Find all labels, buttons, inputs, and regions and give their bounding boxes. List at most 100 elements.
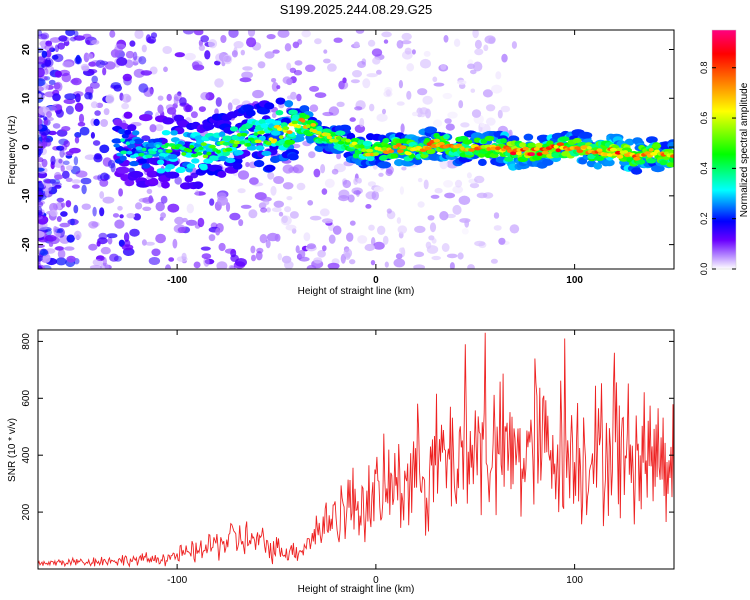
noise-blob: [150, 124, 157, 132]
noise-blob: [246, 37, 256, 47]
noise-blob: [444, 35, 449, 43]
noise-blob: [346, 233, 353, 242]
ridge-cell: [617, 155, 624, 159]
ridge-cell: [327, 136, 332, 140]
noise-blob: [267, 34, 276, 39]
noise-blob: [40, 249, 48, 255]
ridge-cell: [276, 98, 286, 105]
noise-blob: [168, 257, 174, 262]
noise-blob: [58, 35, 67, 41]
noise-blob: [81, 185, 86, 195]
noise-blob: [55, 45, 59, 53]
noise-blob: [412, 49, 416, 54]
noise-blob: [298, 250, 305, 259]
noise-blob: [248, 27, 255, 37]
ridge-cell: [225, 158, 235, 163]
ridge-cell: [523, 147, 529, 151]
noise-blob: [510, 224, 520, 233]
ridge-cell: [116, 167, 130, 174]
x-tick-label: 100: [566, 575, 583, 586]
ridge-cell: [530, 152, 535, 156]
noise-blob: [103, 257, 107, 266]
noise-blob: [474, 241, 485, 247]
noise-blob: [124, 232, 129, 242]
noise-blob: [314, 169, 321, 178]
noise-blob: [252, 90, 264, 98]
noise-blob: [282, 256, 292, 264]
noise-blob: [384, 87, 392, 94]
ridge-cell: [542, 151, 549, 155]
y-tick-label: 20: [21, 44, 32, 56]
noise-blob: [295, 60, 303, 65]
ridge-cell: [660, 160, 668, 165]
noise-blob: [394, 258, 406, 267]
noise-blob: [260, 234, 268, 243]
noise-blob: [178, 227, 187, 233]
noise-blob: [74, 31, 79, 37]
noise-blob: [467, 264, 475, 271]
ridge-cell: [363, 141, 373, 146]
noise-blob: [75, 103, 84, 112]
noise-blob: [122, 94, 131, 103]
noise-blob: [431, 195, 440, 199]
noise-blob: [286, 196, 292, 200]
ridge-cell: [259, 130, 265, 134]
ridge-cell: [246, 143, 251, 147]
noise-blob: [61, 202, 65, 207]
noise-blob: [52, 104, 63, 111]
ridge-cell: [113, 144, 120, 148]
noise-blob: [91, 132, 95, 139]
ridge-cell: [230, 126, 238, 131]
ridge-cell: [256, 145, 265, 150]
ridge-cell: [120, 151, 127, 155]
noise-blob: [365, 204, 371, 209]
ridge-cell: [288, 153, 299, 160]
noise-blob: [36, 141, 43, 150]
noise-blob: [349, 259, 355, 264]
noise-blob: [187, 204, 194, 214]
noise-blob: [64, 246, 74, 250]
ridge-cell: [485, 136, 495, 141]
noise-blob: [320, 164, 325, 173]
noise-blob: [115, 44, 126, 50]
noise-blob: [443, 180, 453, 188]
noise-blob: [215, 228, 220, 236]
ridge-cell: [373, 152, 379, 156]
noise-blob: [217, 196, 228, 206]
noise-blob: [158, 96, 164, 101]
noise-blob: [232, 99, 240, 106]
ridge-cell: [216, 150, 221, 154]
noise-blob: [91, 40, 99, 45]
noise-blob: [309, 86, 319, 92]
spectrogram-y-axis-label: Frequency (Hz): [7, 116, 18, 185]
noise-blob: [175, 52, 185, 57]
noise-blob: [322, 112, 333, 116]
noise-blob: [297, 39, 302, 45]
noise-blob: [351, 79, 360, 83]
ridge-cell: [301, 119, 306, 123]
colorbar: 0.00.20.40.60.8 Normalized spectral ampl…: [699, 30, 750, 275]
colorbar-tick-label: 0.0: [699, 263, 709, 276]
y-tick-label: -20: [21, 237, 32, 252]
noise-blob: [470, 183, 479, 188]
noise-blob: [58, 159, 62, 164]
noise-blob: [216, 97, 222, 107]
ridge-cell: [198, 146, 203, 150]
ridge-cell: [165, 149, 172, 153]
noise-blob: [458, 100, 463, 108]
colorbar-label: Normalized spectral amplitude: [739, 82, 750, 217]
noise-blob: [374, 186, 384, 192]
ridge-cell: [310, 123, 316, 127]
ridge-cell: [286, 130, 292, 134]
noise-blob: [366, 73, 377, 77]
ridge-cell: [112, 138, 122, 143]
noise-blob: [55, 71, 62, 78]
noise-blob: [52, 182, 62, 187]
noise-blob: [99, 233, 108, 240]
ridge-cell: [223, 142, 230, 146]
noise-blob: [167, 107, 176, 115]
noise-blob: [377, 114, 388, 122]
x-tick-label: -100: [167, 275, 187, 286]
noise-blob: [209, 198, 214, 205]
noise-blob: [167, 94, 172, 101]
